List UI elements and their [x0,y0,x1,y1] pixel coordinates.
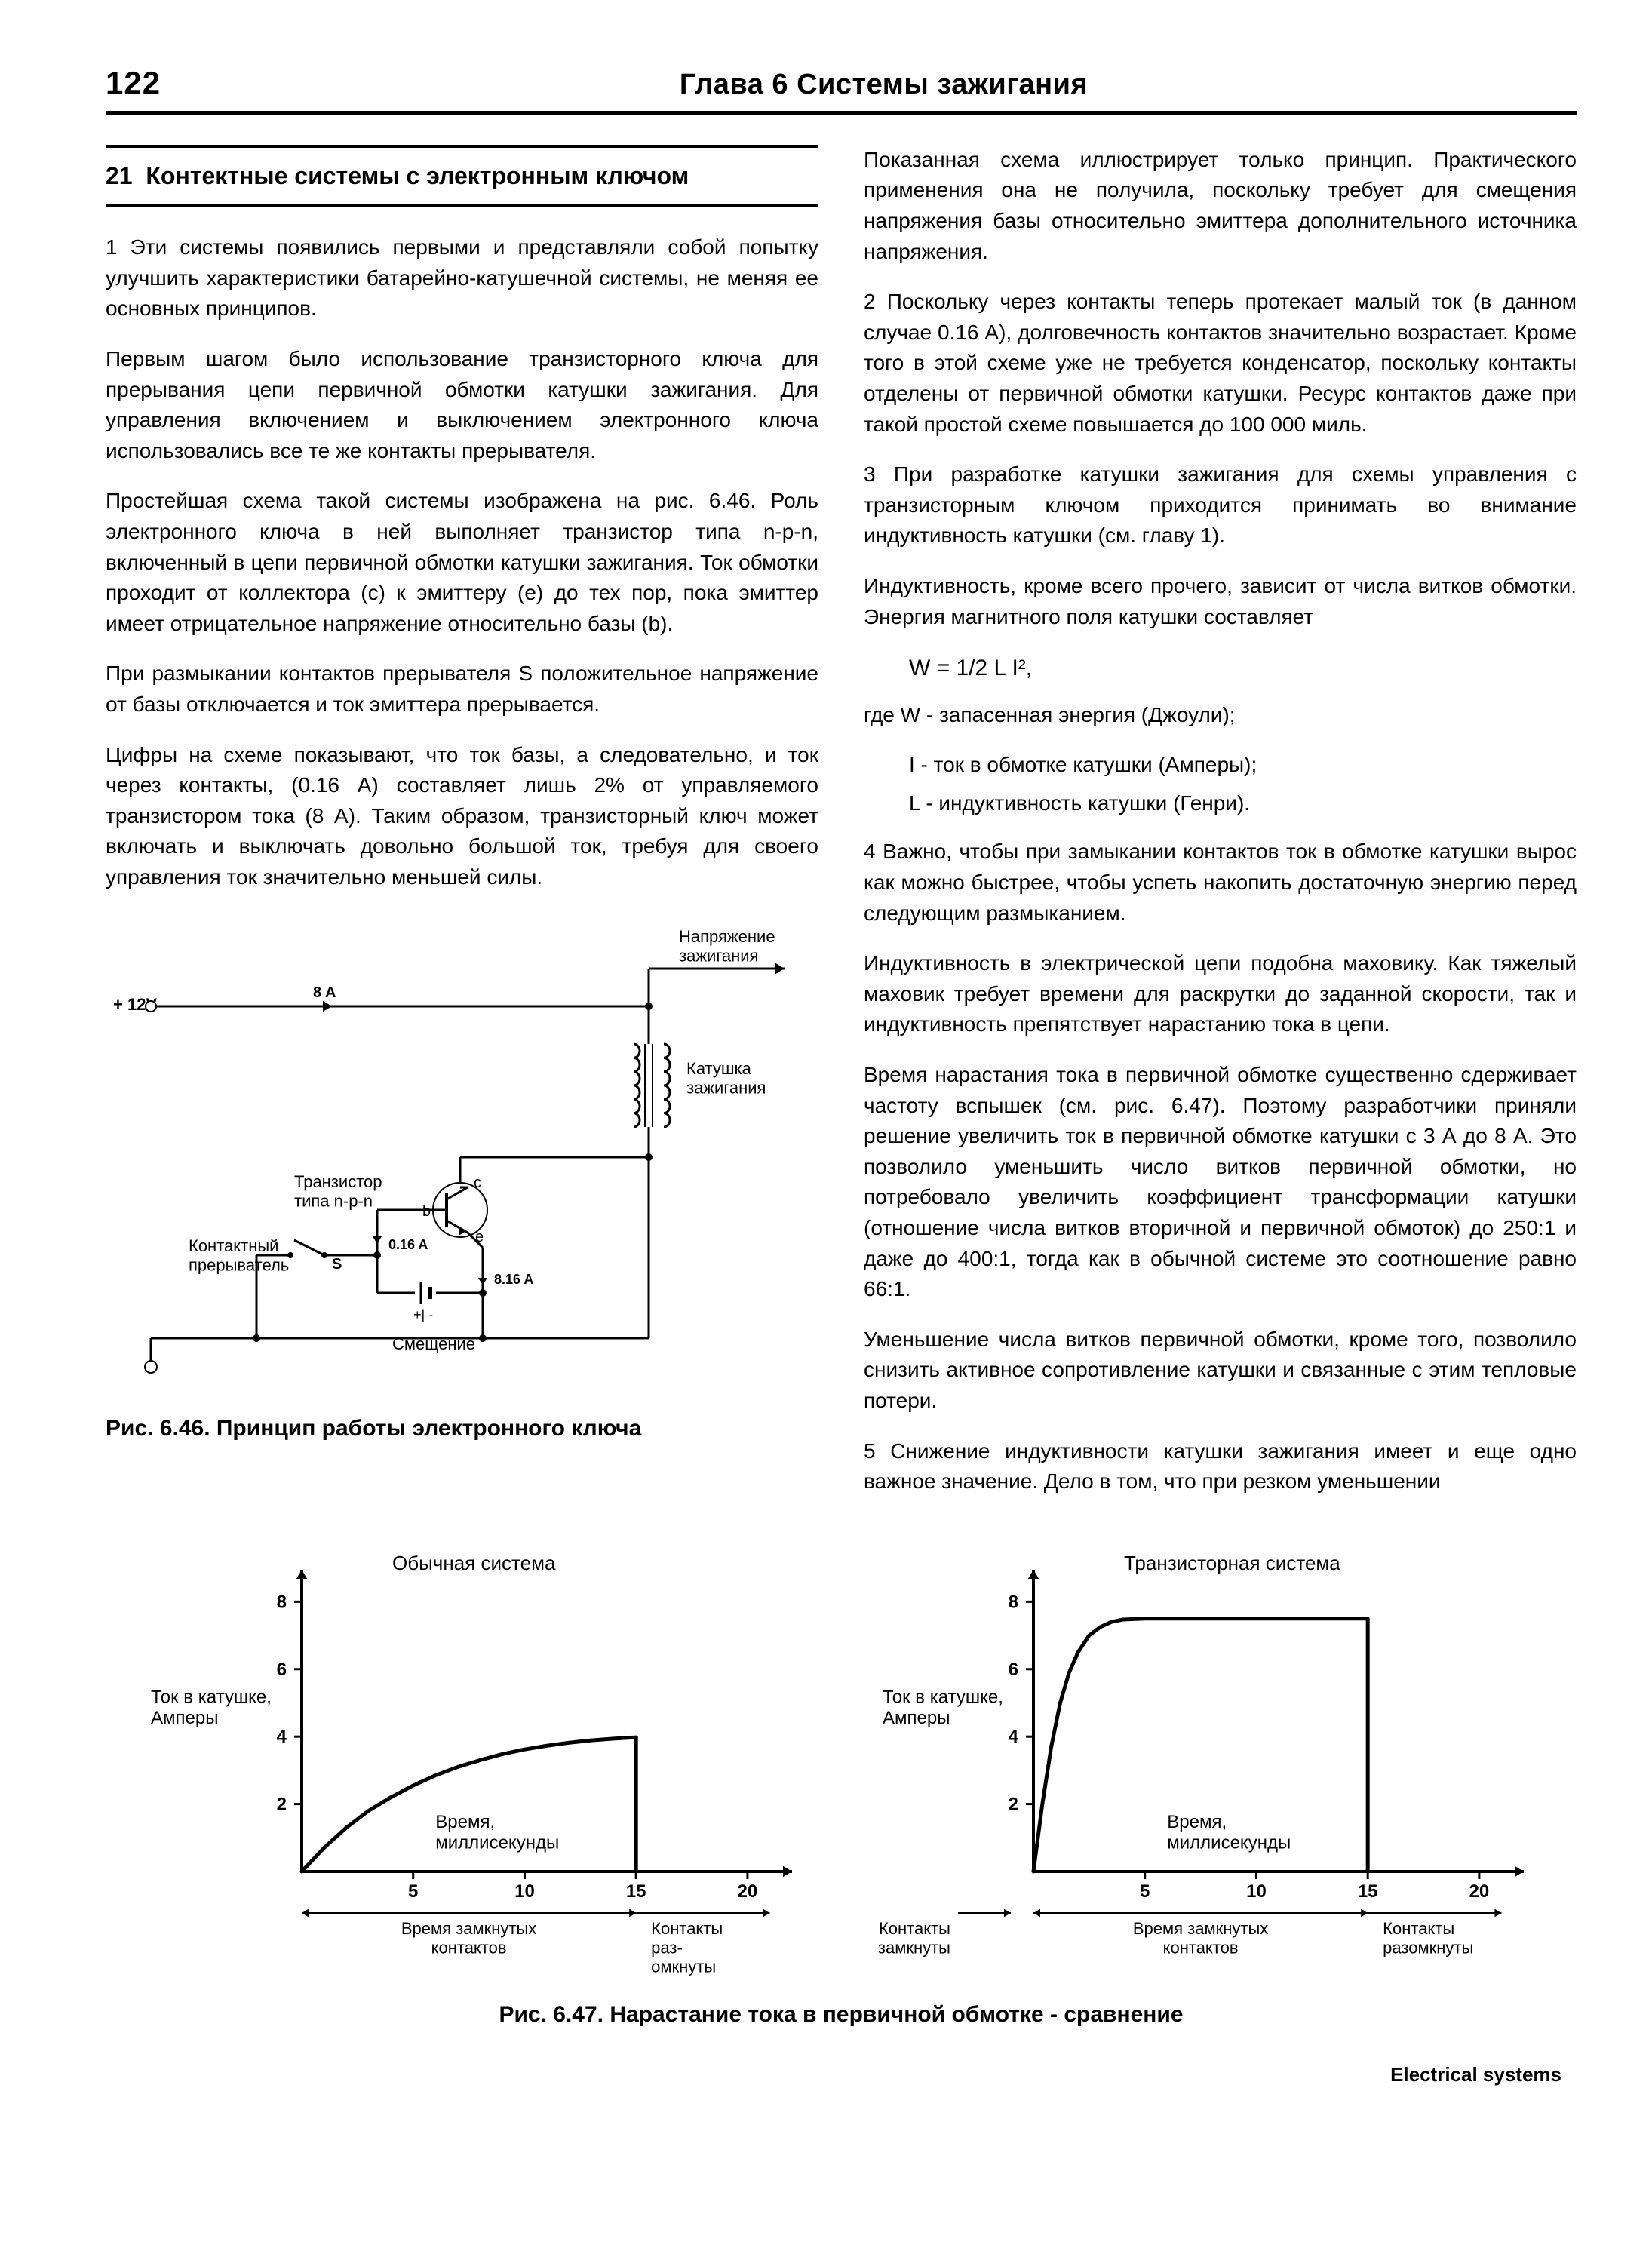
section-heading: 21 Контектные системы с электронным ключ… [106,145,818,207]
body-paragraph: Уменьшение числа витков первичной обмотк… [864,1325,1577,1417]
definition-item: I - ток в обмотке катушки (Амперы); [909,750,1577,781]
svg-text:Время,: Время, [435,1812,495,1832]
svg-text:+| -: +| - [413,1307,433,1322]
svg-text:15: 15 [1358,1881,1378,1902]
svg-text:Амперы: Амперы [883,1708,950,1728]
svg-text:миллисекунды: миллисекунды [435,1832,559,1853]
svg-text:5: 5 [1140,1881,1150,1902]
circuit-diagram: + 12V8 AНапряжениезажиганияКатушказажига… [106,916,807,1399]
section-title: Контектные системы с электронным ключом [146,162,689,189]
svg-text:2: 2 [1009,1794,1018,1814]
svg-text:разомкнуты: разомкнуты [1383,1938,1473,1957]
svg-text:4: 4 [1009,1727,1019,1747]
svg-text:Контакты: Контакты [1383,1919,1454,1938]
svg-text:0.16 A: 0.16 A [388,1237,428,1252]
svg-text:6: 6 [1009,1660,1018,1680]
body-paragraph: 4 Важно, чтобы при замыкании контактов т… [864,837,1577,929]
section-number: 21 [106,162,133,189]
svg-text:типа n-p-n: типа n-p-n [294,1191,373,1210]
page-header: 122 Глава 6 Системы зажигания [106,60,1577,115]
svg-text:зажигания: зажигания [686,1078,766,1097]
svg-text:Контакты: Контакты [879,1919,950,1938]
svg-text:S: S [332,1256,342,1273]
svg-text:8: 8 [1009,1592,1018,1612]
left-column: 21 Контектные системы с электронным ключ… [106,145,818,1517]
svg-text:8 A: 8 A [313,984,336,1001]
figure-6-47-caption: Рис. 6.47. Нарастание тока в первичной о… [106,1998,1577,2031]
body-paragraph: При размыкании контактов прерывателя S п… [106,659,818,720]
body-paragraph: 3 При разработке катушки зажигания для с… [864,459,1577,551]
page-number: 122 [106,60,161,106]
svg-text:Обычная система: Обычная система [392,1552,556,1574]
body-paragraph: Простейшая схема такой системы изображен… [106,486,818,639]
svg-text:8: 8 [277,1592,287,1612]
svg-text:20: 20 [1469,1881,1490,1902]
body-paragraph: Индуктивность в электрической цепи подоб… [864,948,1577,1040]
svg-text:Амперы: Амперы [151,1708,218,1728]
definition-item: L - индуктивность катушки (Генри). [909,788,1577,819]
svg-text:c: c [474,1174,481,1191]
svg-text:Время замкнутых: Время замкнутых [1133,1919,1268,1938]
svg-text:Контактный: Контактный [189,1236,278,1255]
body-paragraph: Первым шагом было использование транзист… [106,344,818,466]
svg-text:контактов: контактов [1163,1938,1239,1957]
figure-6-46-caption: Рис. 6.46. Принцип работы электронного к… [106,1412,818,1445]
svg-text:зажигания: зажигания [679,946,758,965]
svg-text:b: b [422,1203,431,1220]
svg-text:раз-: раз- [651,1938,683,1957]
svg-text:4: 4 [277,1727,287,1747]
svg-text:10: 10 [514,1881,535,1902]
svg-text:15: 15 [626,1881,646,1902]
svg-text:Контакты: Контакты [651,1919,723,1938]
footer-text: Electrical systems [106,2061,1577,2090]
body-paragraph: 2 Поскольку через контакты теперь протек… [864,287,1577,440]
figure-6-46: + 12V8 AНапряжениезажиганияКатушказажига… [106,916,818,1445]
right-column: Показанная схема иллюстрирует только при… [864,145,1577,1517]
body-paragraph: Время нарастания тока в первичной обмотк… [864,1060,1577,1305]
svg-text:Катушка: Катушка [686,1059,752,1078]
svg-text:омкнуты: омкнуты [651,1957,716,1976]
body-paragraph: Показанная схема иллюстрирует только при… [864,145,1577,267]
svg-text:Напряжение: Напряжение [679,927,775,946]
svg-text:замкнуты: замкнуты [878,1938,950,1957]
svg-text:Ток в катушке,: Ток в катушке, [151,1687,272,1707]
energy-formula: W = 1/2 L I², [909,652,1577,685]
svg-text:e: e [475,1229,484,1245]
svg-text:Транзистор: Транзистор [294,1172,382,1191]
svg-text:2: 2 [277,1794,287,1814]
svg-text:20: 20 [738,1881,758,1902]
current-rise-charts: 2 4 6 8 5 10 15 20 Обычная система Ток в катушке,… [106,1540,1577,1977]
svg-text:прерыватель: прерыватель [189,1255,289,1274]
body-paragraph: Индуктивность, кроме всего прочего, зави… [864,571,1577,632]
svg-text:Транзисторная система: Транзисторная система [1124,1552,1340,1574]
svg-text:Время,: Время, [1167,1812,1227,1832]
svg-text:Ток в катушке,: Ток в катушке, [883,1687,1003,1707]
body-paragraph: 1 Эти системы появились первыми и предст… [106,232,818,324]
svg-text:10: 10 [1246,1881,1267,1902]
svg-text:5: 5 [408,1881,418,1902]
svg-text:Время замкнутых: Время замкнутых [401,1919,536,1938]
svg-text:8.16 A: 8.16 A [494,1272,533,1287]
chapter-title: Глава 6 Системы зажигания [191,64,1577,106]
body-paragraph: 5 Снижение индуктивности катушки зажиган… [864,1436,1577,1497]
body-paragraph: Цифры на схеме показывают, что ток базы,… [106,740,818,893]
svg-text:миллисекунды: миллисекунды [1167,1832,1291,1853]
where-line: где W - запасенная энергия (Джоули); [864,700,1577,731]
figure-6-47: 2 4 6 8 5 10 15 20 Обычная система Ток в катушке,… [106,1540,1577,2031]
svg-text:контактов: контактов [431,1938,507,1957]
svg-text:6: 6 [277,1660,287,1680]
